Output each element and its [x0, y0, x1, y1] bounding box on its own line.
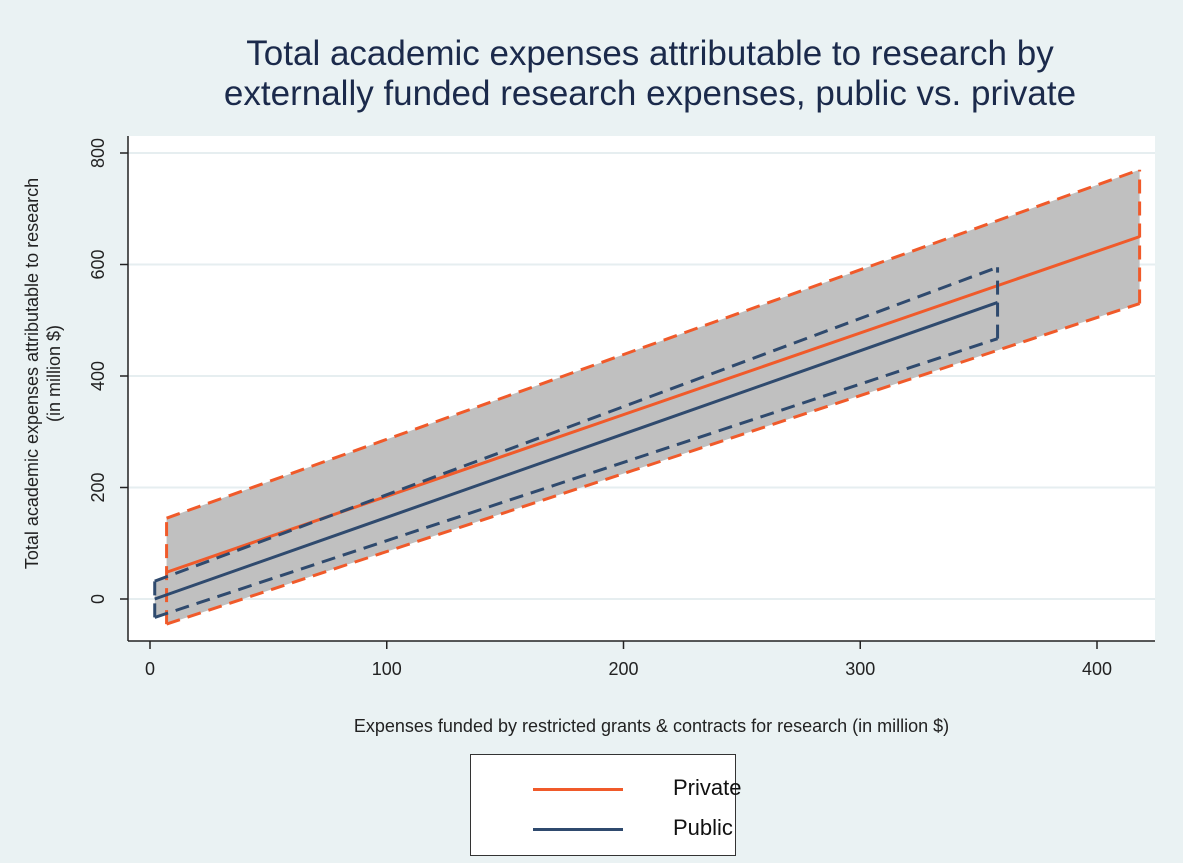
- legend-swatch-public: [533, 828, 623, 831]
- ci-lower-private: [166, 302, 1141, 626]
- y-tick-label: 400: [88, 361, 108, 391]
- legend-item-private: Private: [471, 771, 741, 805]
- ci-upper-public: [154, 265, 999, 583]
- fit-line-public: [154, 300, 999, 601]
- x-tick-label: 0: [145, 659, 155, 679]
- legend-label-public: Public: [673, 815, 733, 840]
- y-tick-label: 0: [88, 594, 108, 604]
- y-axis-label: Total academic expenses attributable to …: [22, 178, 64, 569]
- y-axis-label-line-1: Total academic expenses attributable to …: [22, 178, 42, 569]
- legend-item-public: Public: [471, 811, 735, 845]
- x-tick-label: 300: [845, 659, 875, 679]
- ci-upper-private: [166, 168, 1141, 520]
- x-tick-label: 400: [1082, 659, 1112, 679]
- y-axis-label-line-2: (in million $): [44, 325, 64, 422]
- x-tick-label: 100: [372, 659, 402, 679]
- axes: 0 100 200 300 400 0 200 400 600 800: [88, 136, 1155, 679]
- x-axis-label: Expenses funded by restricted grants & c…: [354, 716, 949, 736]
- y-tick-label: 600: [88, 249, 108, 279]
- x-tick-label: 200: [608, 659, 638, 679]
- legend-swatch-private: [533, 788, 623, 791]
- y-tick-label: 200: [88, 472, 108, 502]
- legend-label-private: Private: [673, 775, 742, 800]
- ci-lower-public: [154, 337, 999, 619]
- legend: Private Public: [470, 754, 741, 856]
- series-lines: [153, 168, 1142, 626]
- chart-title: Total academic expenses attributable to …: [150, 34, 1150, 114]
- chart-title-line-2: externally funded research expenses, pub…: [223, 74, 1077, 113]
- y-tick-label: 800: [88, 138, 108, 168]
- chart-title-line-1: Total academic expenses attributable to …: [246, 34, 1054, 73]
- ci-band-public: [154, 267, 998, 618]
